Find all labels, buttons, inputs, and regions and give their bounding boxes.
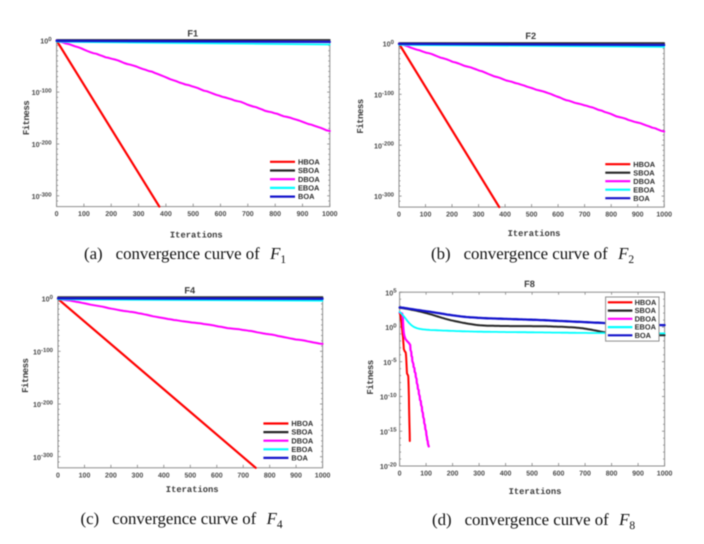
svg-text:500: 500	[184, 473, 196, 480]
svg-text:600: 600	[553, 471, 565, 478]
svg-text:HBOA: HBOA	[633, 160, 655, 169]
svg-text:BOA: BOA	[291, 454, 308, 463]
svg-text:F8: F8	[524, 279, 535, 289]
svg-text:800: 800	[605, 212, 617, 219]
svg-text:HBOA: HBOA	[635, 298, 657, 307]
svg-text:Fitness: Fitness	[21, 358, 31, 392]
svg-text:400: 400	[158, 473, 170, 480]
svg-text:600: 600	[211, 473, 223, 480]
svg-text:100: 100	[79, 473, 91, 480]
svg-text:300: 300	[133, 211, 145, 218]
svg-text:600: 600	[215, 211, 227, 218]
svg-text:800: 800	[606, 471, 618, 478]
svg-text:900: 900	[632, 212, 644, 219]
svg-text:1000: 1000	[315, 473, 331, 480]
svg-text:DBOA: DBOA	[298, 175, 320, 184]
svg-text:Iterations: Iterations	[166, 485, 219, 495]
svg-text:Iterations: Iterations	[508, 229, 561, 239]
svg-text:0: 0	[398, 471, 402, 478]
svg-text:105: 105	[385, 288, 397, 298]
svg-text:400: 400	[160, 211, 172, 218]
svg-text:100: 100	[78, 211, 90, 218]
svg-text:200: 200	[446, 212, 458, 219]
svg-text:700: 700	[579, 471, 591, 478]
svg-text:700: 700	[242, 211, 254, 218]
svg-text:800: 800	[264, 473, 276, 480]
svg-text:EBOA: EBOA	[298, 184, 320, 193]
svg-text:400: 400	[499, 212, 511, 219]
svg-text:0: 0	[55, 211, 59, 218]
svg-text:100: 100	[385, 323, 397, 333]
svg-text:DBOA: DBOA	[291, 436, 313, 445]
svg-text:SBOA: SBOA	[635, 306, 657, 315]
svg-text:10-300: 10-300	[374, 192, 395, 202]
svg-text:HBOA: HBOA	[291, 419, 313, 428]
svg-text:10-200: 10-200	[374, 141, 395, 151]
svg-text:10-300: 10-300	[33, 452, 54, 462]
svg-text:F4: F4	[184, 286, 196, 296]
svg-text:700: 700	[237, 473, 249, 480]
svg-text:900: 900	[290, 473, 302, 480]
svg-text:10-100: 10-100	[32, 88, 53, 98]
svg-text:100: 100	[420, 471, 432, 478]
svg-text:100: 100	[40, 36, 52, 46]
svg-text:500: 500	[526, 212, 538, 219]
svg-text:100: 100	[383, 39, 395, 49]
svg-text:500: 500	[187, 211, 199, 218]
svg-text:F2: F2	[525, 31, 536, 41]
svg-text:0: 0	[56, 473, 60, 480]
svg-text:10-100: 10-100	[374, 90, 395, 100]
svg-text:EBOA: EBOA	[291, 445, 313, 454]
svg-text:SBOA: SBOA	[633, 168, 655, 177]
svg-text:10-100: 10-100	[33, 347, 54, 357]
svg-text:200: 200	[105, 473, 117, 480]
svg-text:300: 300	[473, 471, 485, 478]
svg-text:700: 700	[579, 212, 591, 219]
svg-text:DBOA: DBOA	[633, 177, 655, 186]
svg-text:100: 100	[42, 294, 54, 304]
svg-text:EBOA: EBOA	[633, 185, 655, 194]
svg-text:500: 500	[526, 471, 538, 478]
svg-text:800: 800	[269, 211, 281, 218]
svg-text:BOA: BOA	[633, 194, 650, 203]
svg-text:F1: F1	[187, 29, 198, 39]
svg-text:EBOA: EBOA	[635, 323, 657, 332]
svg-text:10-200: 10-200	[33, 400, 54, 410]
svg-text:400: 400	[500, 471, 512, 478]
svg-text:Fitness: Fitness	[356, 99, 366, 133]
svg-text:200: 200	[105, 211, 117, 218]
svg-text:1000: 1000	[657, 471, 673, 478]
svg-text:BOA: BOA	[298, 192, 315, 201]
svg-text:SBOA: SBOA	[298, 166, 320, 175]
svg-text:10-15: 10-15	[380, 427, 397, 437]
svg-text:Fitness: Fitness	[366, 360, 376, 394]
svg-text:1000: 1000	[322, 211, 338, 218]
svg-text:1000: 1000	[656, 212, 672, 219]
svg-text:10-5: 10-5	[383, 357, 397, 367]
svg-text:300: 300	[473, 212, 485, 219]
svg-text:0: 0	[397, 212, 401, 219]
svg-text:600: 600	[552, 212, 564, 219]
svg-text:10-200: 10-200	[32, 140, 53, 150]
svg-text:900: 900	[632, 471, 644, 478]
svg-text:10-20: 10-20	[380, 462, 397, 472]
svg-text:10-10: 10-10	[380, 392, 397, 402]
svg-text:BOA: BOA	[635, 331, 652, 340]
svg-text:HBOA: HBOA	[298, 157, 320, 166]
svg-text:Fitness: Fitness	[22, 101, 32, 135]
svg-text:Iterations: Iterations	[509, 487, 562, 497]
svg-text:Iterations: Iterations	[170, 230, 223, 240]
svg-text:200: 200	[447, 471, 459, 478]
svg-text:10-300: 10-300	[32, 191, 53, 201]
svg-text:900: 900	[297, 211, 309, 218]
svg-text:SBOA: SBOA	[291, 428, 313, 437]
svg-text:100: 100	[420, 212, 432, 219]
svg-text:DBOA: DBOA	[635, 314, 657, 323]
svg-text:300: 300	[132, 473, 144, 480]
